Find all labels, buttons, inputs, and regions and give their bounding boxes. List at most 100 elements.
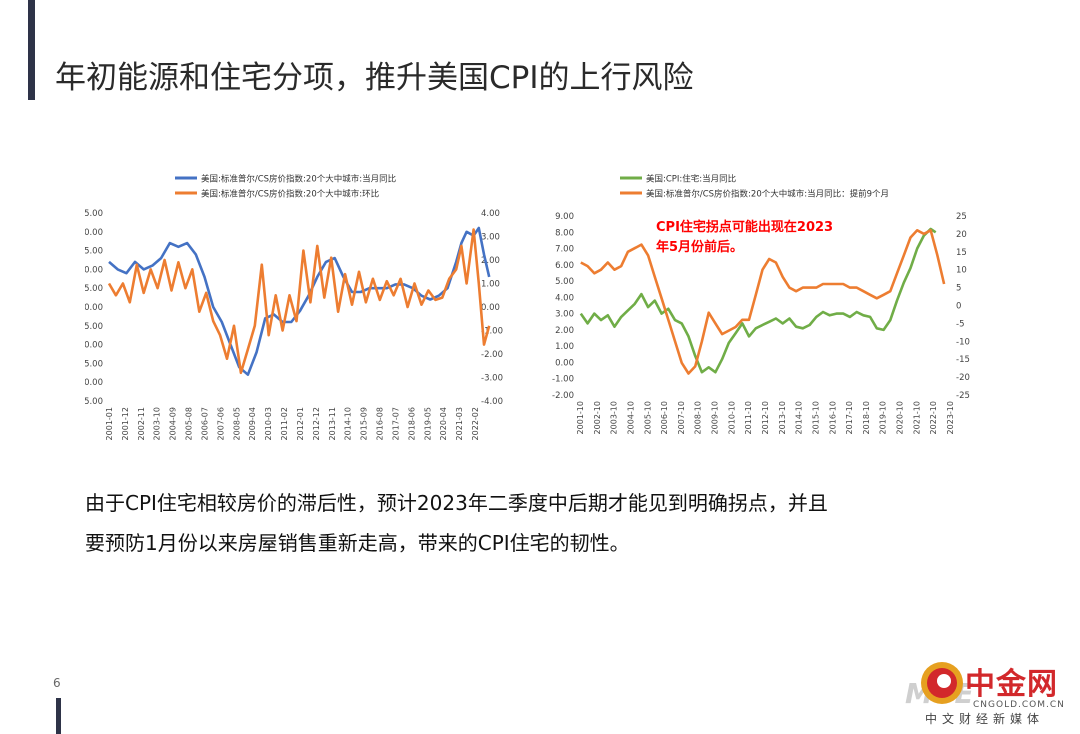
x-tick-label: 2013-11 [328, 407, 337, 440]
x-tick-label: 2019-10 [879, 401, 888, 434]
x-tick-label: 2001-10 [576, 401, 585, 434]
x-tick-label: 2013-10 [778, 401, 787, 434]
x-tick-label: 2010-03 [264, 407, 273, 440]
x-tick-label: 2011-10 [744, 401, 753, 434]
x-tick-label: 2009-04 [248, 407, 257, 440]
logo-url: CNGOLD.COM.CN [973, 700, 1065, 710]
legend-label: 美国:标准普尔/CS房价指数:20个大中城市:当月同比 [201, 174, 396, 185]
x-tick-label: 2023-10 [946, 401, 955, 434]
x-tick-label: 2005-08 [185, 407, 194, 440]
x-tick-label: 2005-10 [643, 401, 652, 434]
x-tick-label: 2009-10 [711, 401, 720, 434]
y-left-tick-label: -25.00 [85, 397, 103, 407]
y-right-tick-label: 3.00 [481, 233, 500, 243]
y-right-tick-label: 20 [956, 230, 967, 240]
x-tick-label: 2014-10 [795, 401, 804, 434]
y-left-tick-label: 10.00 [85, 265, 103, 275]
y-right-tick-label: -3.00 [481, 374, 503, 384]
x-tick-label: 2016-08 [376, 407, 385, 440]
logo-emblem-icon [921, 662, 963, 704]
body-line: 要预防1月份以来房屋销售重新走高，带来的CPI住宅的韧性。 [85, 531, 630, 555]
y-left-tick-label: 5.00 [85, 284, 103, 294]
y-left-tick-label: -5.00 [85, 322, 103, 332]
page-accent-bar [56, 698, 61, 734]
y-left-tick-label: -1.00 [552, 375, 574, 385]
y-left-tick-label: -10.00 [85, 341, 103, 351]
x-tick-label: 2006-07 [200, 407, 209, 440]
y-right-tick-label: 25 [956, 212, 967, 222]
slide-body: 由于CPI住宅相较房价的滞后性，预计2023年二季度中后期才能见到明确拐点，并且… [85, 483, 1015, 563]
series-line [107, 228, 491, 375]
x-tick-label: 2017-10 [845, 401, 854, 434]
chart-cpi-housing: 美国:CPI:住宅:当月同比美国:标准普尔/CS房价指数:20个大中城市:当月同… [552, 174, 970, 435]
x-tick-label: 2004-10 [626, 401, 635, 434]
y-right-tick-label: 4.00 [481, 209, 500, 219]
y-left-tick-label: 0.00 [555, 358, 574, 368]
x-tick-label: 2021-10 [912, 401, 921, 434]
y-right-tick-label: 0.00 [481, 303, 500, 313]
chart-home-price-index: 美国:标准普尔/CS房价指数:20个大中城市:当月同比美国:标准普尔/CS房价指… [85, 174, 503, 441]
slide-title: 年初能源和住宅分项，推升美国CPI的上行风险 [55, 60, 694, 96]
x-tick-label: 2007-10 [677, 401, 686, 434]
x-tick-label: 2002-11 [137, 407, 146, 440]
x-tick-label: 2018-06 [407, 407, 416, 440]
y-left-tick-label: -15.00 [85, 359, 103, 369]
series-line [580, 228, 946, 375]
y-left-tick-label: 4.00 [555, 293, 574, 303]
x-tick-label: 2017-07 [391, 407, 400, 440]
legend-label: 美国:标准普尔/CS房价指数:20个大中城市:环比 [201, 189, 379, 200]
y-right-tick-label: 0 [956, 302, 961, 312]
x-tick-label: 2002-10 [593, 401, 602, 434]
y-right-tick-label: -10 [956, 337, 970, 347]
x-tick-label: 2015-09 [360, 407, 369, 440]
x-tick-label: 2019-05 [423, 407, 432, 440]
y-left-tick-label: 8.00 [555, 228, 574, 238]
y-left-tick-label: -20.00 [85, 378, 103, 388]
slide-accent-bar [28, 0, 35, 100]
x-tick-label: 2018-10 [862, 401, 871, 434]
x-tick-label: 2010-10 [727, 401, 736, 434]
y-right-tick-label: 1.00 [481, 280, 500, 290]
x-tick-label: 2001-12 [121, 407, 130, 440]
y-right-tick-label: -5 [956, 319, 964, 329]
x-tick-label: 2020-10 [896, 401, 905, 434]
y-left-tick-label: 0.00 [85, 303, 103, 313]
legend-label: 美国:标准普尔/CS房价指数:20个大中城市:当月同比：提前9个月 [646, 189, 889, 200]
y-right-tick-label: 5 [956, 284, 961, 294]
y-right-tick-label: -4.00 [481, 397, 503, 407]
x-tick-label: 2006-10 [660, 401, 669, 434]
y-left-tick-label: 6.00 [555, 261, 574, 271]
brand-logo: MVE 中金网 CNGOLD.COM.CN 中文财经新媒体 [905, 655, 1080, 734]
y-left-tick-label: 15.00 [85, 247, 103, 257]
y-right-tick-label: -15 [956, 355, 970, 365]
x-tick-label: 2003-10 [610, 401, 619, 434]
x-tick-label: 2012-01 [296, 407, 305, 440]
y-left-tick-label: 25.00 [85, 209, 103, 219]
x-tick-label: 2008-05 [232, 407, 241, 440]
series-line [579, 227, 937, 374]
logo-name: 中金网 [965, 667, 1058, 702]
page-number: 6 [53, 676, 61, 690]
y-right-tick-label: 15 [956, 248, 967, 258]
x-tick-label: 2022-02 [471, 407, 480, 440]
y-left-tick-label: 2.00 [555, 326, 574, 336]
y-right-tick-label: 2.00 [481, 256, 500, 266]
x-tick-label: 2012-10 [761, 401, 770, 434]
y-left-tick-label: 7.00 [555, 245, 574, 255]
y-left-tick-label: 3.00 [555, 310, 574, 320]
x-tick-label: 2020-04 [439, 407, 448, 440]
x-tick-label: 2015-10 [811, 401, 820, 434]
x-tick-label: 2001-01 [105, 407, 114, 440]
x-tick-label: 2008-10 [694, 401, 703, 434]
y-right-tick-label: -2.00 [481, 350, 503, 360]
y-left-tick-label: 20.00 [85, 228, 103, 238]
logo-tagline: 中文财经新媒体 [925, 712, 1045, 726]
x-tick-label: 2004-09 [169, 407, 178, 440]
y-right-tick-label: 10 [956, 266, 967, 276]
chart-annotation: CPI住宅拐点可能出现在2023 [656, 219, 833, 235]
x-tick-label: 2011-02 [280, 407, 289, 440]
x-tick-label: 2022-10 [929, 401, 938, 434]
x-tick-label: 2007-06 [216, 407, 225, 440]
y-left-tick-label: -2.00 [552, 391, 574, 401]
y-right-tick-label: -1.00 [481, 327, 503, 337]
